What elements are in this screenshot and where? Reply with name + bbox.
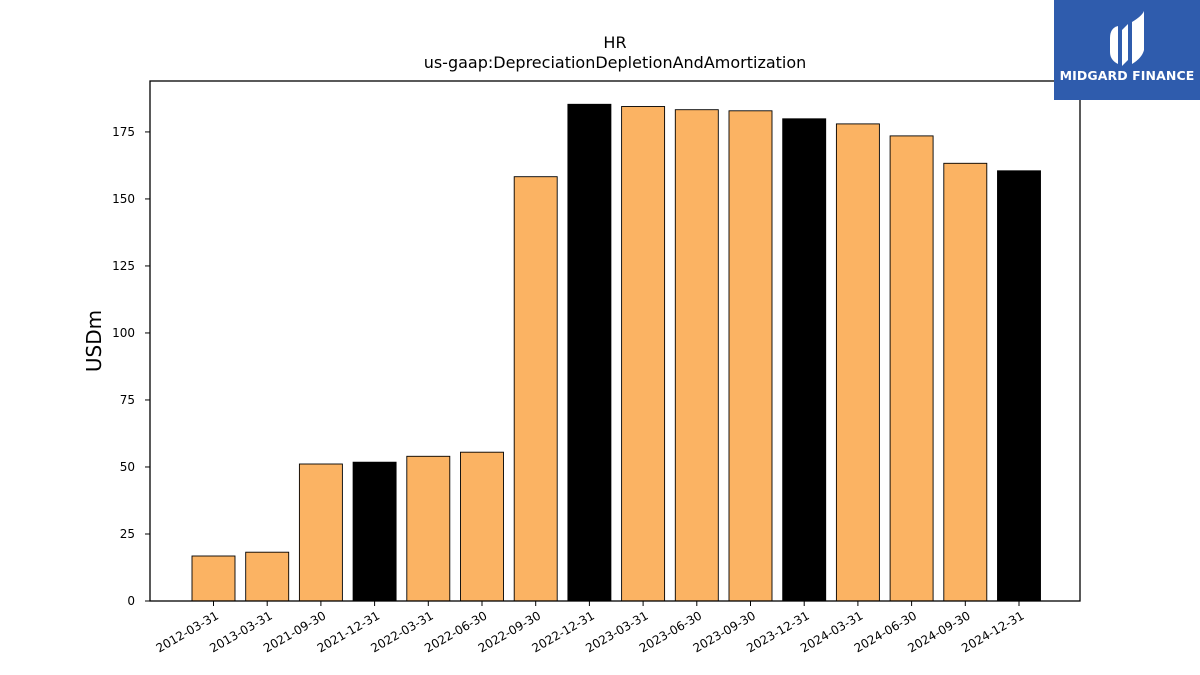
y-tick-label: 100 [112,326,135,340]
brand-name: MIDGARD FINANCE [1059,68,1195,83]
chart-title: HR [603,33,626,52]
bar-2023-06-30 [674,109,719,602]
y-tick-label: 150 [112,192,135,206]
bar-2022-09-30 [513,176,558,602]
midgard-logo-icon [1110,11,1144,66]
y-tick-label: 0 [127,594,135,608]
bar-2023-12-31 [782,118,827,602]
plot-frame [149,80,1081,602]
bar-2024-12-31 [997,170,1041,602]
bar-2022-12-31 [567,103,612,602]
y-tick-label: 75 [120,393,135,407]
y-axis: 0 25 50 75 100 125 150 175 [112,125,150,608]
x-axis: 2012-03-312013-03-312021-09-302021-12-31… [154,601,1027,655]
chart-subtitle: us-gaap:DepreciationDepletionAndAmortiza… [424,53,807,72]
bar-2022-06-30 [460,451,504,602]
y-tick-label: 50 [120,460,135,474]
bar-2022-03-31 [406,455,451,602]
bar-2012-03-31 [191,555,236,602]
bar-2021-09-30 [298,463,343,602]
bar-2023-09-30 [728,110,773,602]
bar-2013-03-31 [245,551,290,602]
y-tick-label: 25 [120,527,135,541]
bar-2023-03-31 [621,106,666,602]
y-tick-label: 125 [112,259,135,273]
brand-logo: MIDGARD FINANCE [1054,0,1200,100]
bar-2024-06-30 [889,135,934,602]
y-axis-label: USDm [82,310,106,372]
bar-2021-12-31 [352,461,397,602]
bar-2024-09-30 [943,162,988,602]
bar-2024-03-31 [835,123,880,602]
bars-group [191,103,1041,602]
y-tick-label: 175 [112,125,135,139]
